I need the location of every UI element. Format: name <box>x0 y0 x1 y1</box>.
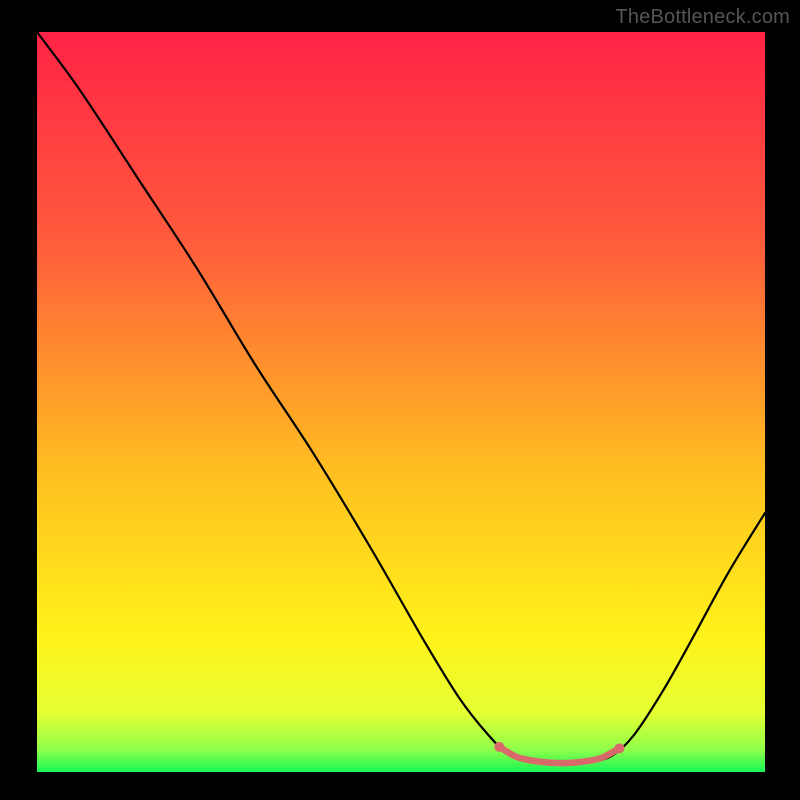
highlight-start-marker <box>494 742 504 752</box>
bottleneck-curve <box>37 32 765 763</box>
watermark-text: TheBottleneck.com <box>615 6 790 29</box>
highlight-segment <box>499 747 619 763</box>
chart-overlay-svg <box>0 0 800 800</box>
highlight-end-marker <box>614 743 624 753</box>
